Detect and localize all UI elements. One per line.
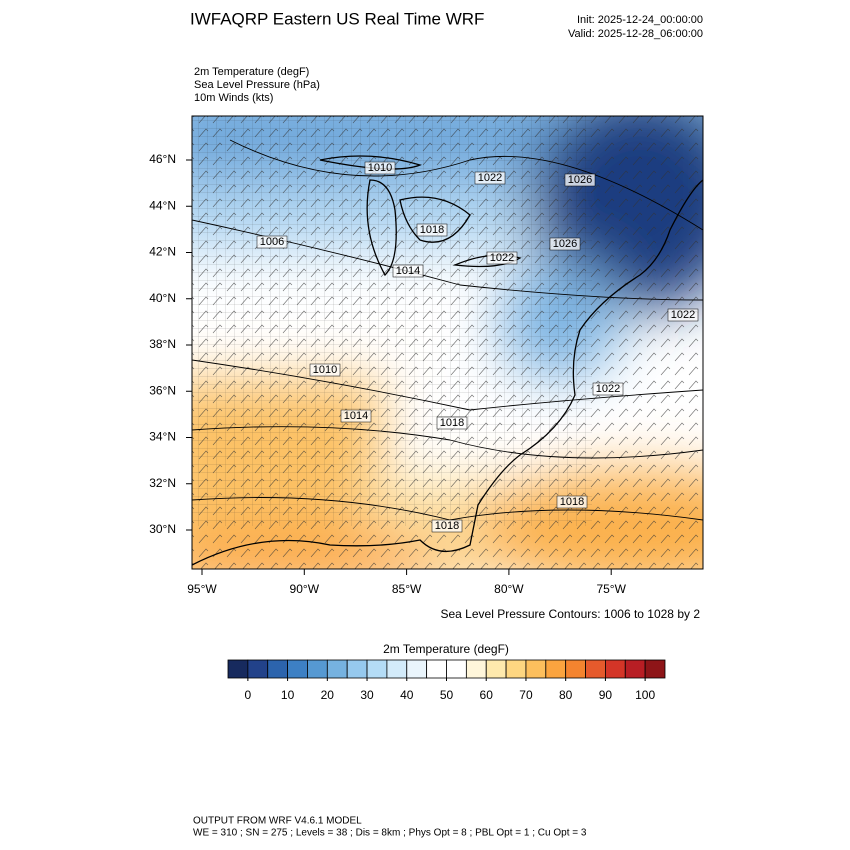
colorbar-box	[525, 659, 547, 679]
colorbar-box	[287, 659, 308, 679]
footer-line: WE = 310 ; SN = 275 ; Levels = 38 ; Dis …	[193, 828, 587, 839]
colorbar-box	[465, 659, 487, 679]
title: IWFAQRP Eastern US Real Time WRF	[190, 9, 484, 28]
colorbar-box	[624, 659, 646, 679]
contour-label-box	[592, 382, 624, 396]
colorbar-box	[267, 659, 288, 679]
contour-label: 1014	[344, 410, 368, 422]
colorbar-tick-label: 20	[321, 688, 335, 702]
valid-time: Valid: 2025-12-28_06:00:00	[568, 28, 703, 40]
map-frame	[191, 115, 704, 570]
colorbar-tick-label: 30	[360, 688, 374, 702]
lat-tick-label: 46°N	[149, 152, 176, 166]
lat-tick-label: 42°N	[149, 245, 176, 259]
contour-label-box	[549, 237, 581, 251]
colorbar-tick-label: 80	[559, 688, 573, 702]
colorbar-box	[326, 659, 348, 679]
field-list: 2m Temperature (degF) Sea Level Pressure…	[194, 66, 320, 104]
field: 10m Winds (kts)	[194, 92, 273, 104]
contour-label: 1026	[553, 238, 577, 250]
contour-label-box	[416, 223, 448, 237]
colorbar-tick-label: 100	[635, 688, 655, 702]
lat-tick-label: 30°N	[149, 522, 176, 536]
contour-label: 1026	[568, 174, 592, 186]
lat-tick-label: 36°N	[149, 383, 176, 397]
colorbar-title: 2m Temperature (degF)	[383, 642, 509, 656]
lon-tick-label: 95°W	[187, 582, 217, 596]
colorbar-box	[386, 659, 408, 679]
colorbar-box	[565, 659, 586, 679]
lat-tick-label: 34°N	[149, 430, 176, 444]
lat-tick-label: 38°N	[149, 337, 176, 351]
contour-label-box	[309, 363, 341, 377]
colorbar-box	[545, 659, 567, 679]
contour-label: 1018	[440, 417, 464, 429]
contour-label: 1018	[560, 496, 584, 508]
lat-tick-label: 40°N	[149, 291, 176, 305]
contour-label-box	[556, 495, 588, 509]
colorbar-box	[505, 659, 527, 679]
contour-label-box	[474, 171, 506, 185]
contour-label: 1010	[368, 162, 392, 174]
colorbar-box	[605, 659, 626, 679]
contour-label-box	[364, 161, 396, 175]
contour-label: 1022	[671, 309, 695, 321]
init-time: Init: 2025-12-24_00:00:00	[577, 14, 703, 26]
colorbar-box	[247, 659, 269, 679]
colorbar-tick-label: 70	[519, 688, 533, 702]
colorbar-box	[585, 659, 606, 679]
field: 2m Temperature (degF)	[194, 66, 309, 78]
colorbar-tick-label: 60	[480, 688, 494, 702]
contour-label: 1006	[260, 236, 284, 248]
contour-label: 1014	[396, 265, 420, 277]
contour-label: 1022	[478, 172, 502, 184]
contour-label-box	[436, 416, 468, 430]
contour-label: 1010	[313, 364, 337, 376]
colorbar-box	[644, 659, 666, 679]
contour-label: 1018	[435, 520, 459, 532]
colorbar-tick-label: 0	[245, 688, 252, 702]
contour-label-box	[392, 264, 424, 278]
lon-tick-label: 75°W	[596, 582, 626, 596]
colorbar-tick-label: 90	[599, 688, 613, 702]
colorbar-box	[227, 659, 249, 679]
lat-tick-label: 44°N	[149, 198, 176, 212]
lon-tick-label: 85°W	[392, 582, 422, 596]
contour-note: Sea Level Pressure Contours: 1006 to 102…	[441, 607, 701, 621]
footer-line: OUTPUT FROM WRF V4.6.1 MODEL	[193, 816, 362, 827]
contour-label-box	[667, 308, 699, 322]
lon-tick-label: 80°W	[494, 582, 524, 596]
contour-label-box	[431, 519, 463, 533]
lat-tick-label: 32°N	[149, 476, 176, 490]
colorbar-box	[485, 659, 507, 679]
colorbar-box	[307, 659, 328, 679]
map	[192, 116, 703, 569]
colorbar-tick-label: 50	[440, 688, 454, 702]
contour-label-box	[564, 173, 596, 187]
colorbar-box	[346, 659, 368, 679]
colorbar-box	[366, 659, 388, 679]
contour-label: 1022	[596, 383, 620, 395]
contour-label-box	[256, 235, 288, 249]
contour-label-box	[486, 251, 518, 265]
footer: OUTPUT FROM WRF V4.6.1 MODEL WE = 310 ; …	[193, 816, 587, 839]
field: Sea Level Pressure (hPa)	[194, 79, 320, 91]
colorbar-tick-label: 40	[400, 688, 414, 702]
contour-label: 1018	[420, 224, 444, 236]
colorbar-box	[406, 659, 428, 679]
contour-label: 1022	[490, 252, 514, 264]
colorbar-box	[446, 659, 467, 679]
colorbar-tick-label: 10	[281, 688, 295, 702]
contour-label-box	[340, 409, 372, 423]
colorbar-box	[426, 659, 447, 679]
lon-tick-label: 90°W	[290, 582, 320, 596]
